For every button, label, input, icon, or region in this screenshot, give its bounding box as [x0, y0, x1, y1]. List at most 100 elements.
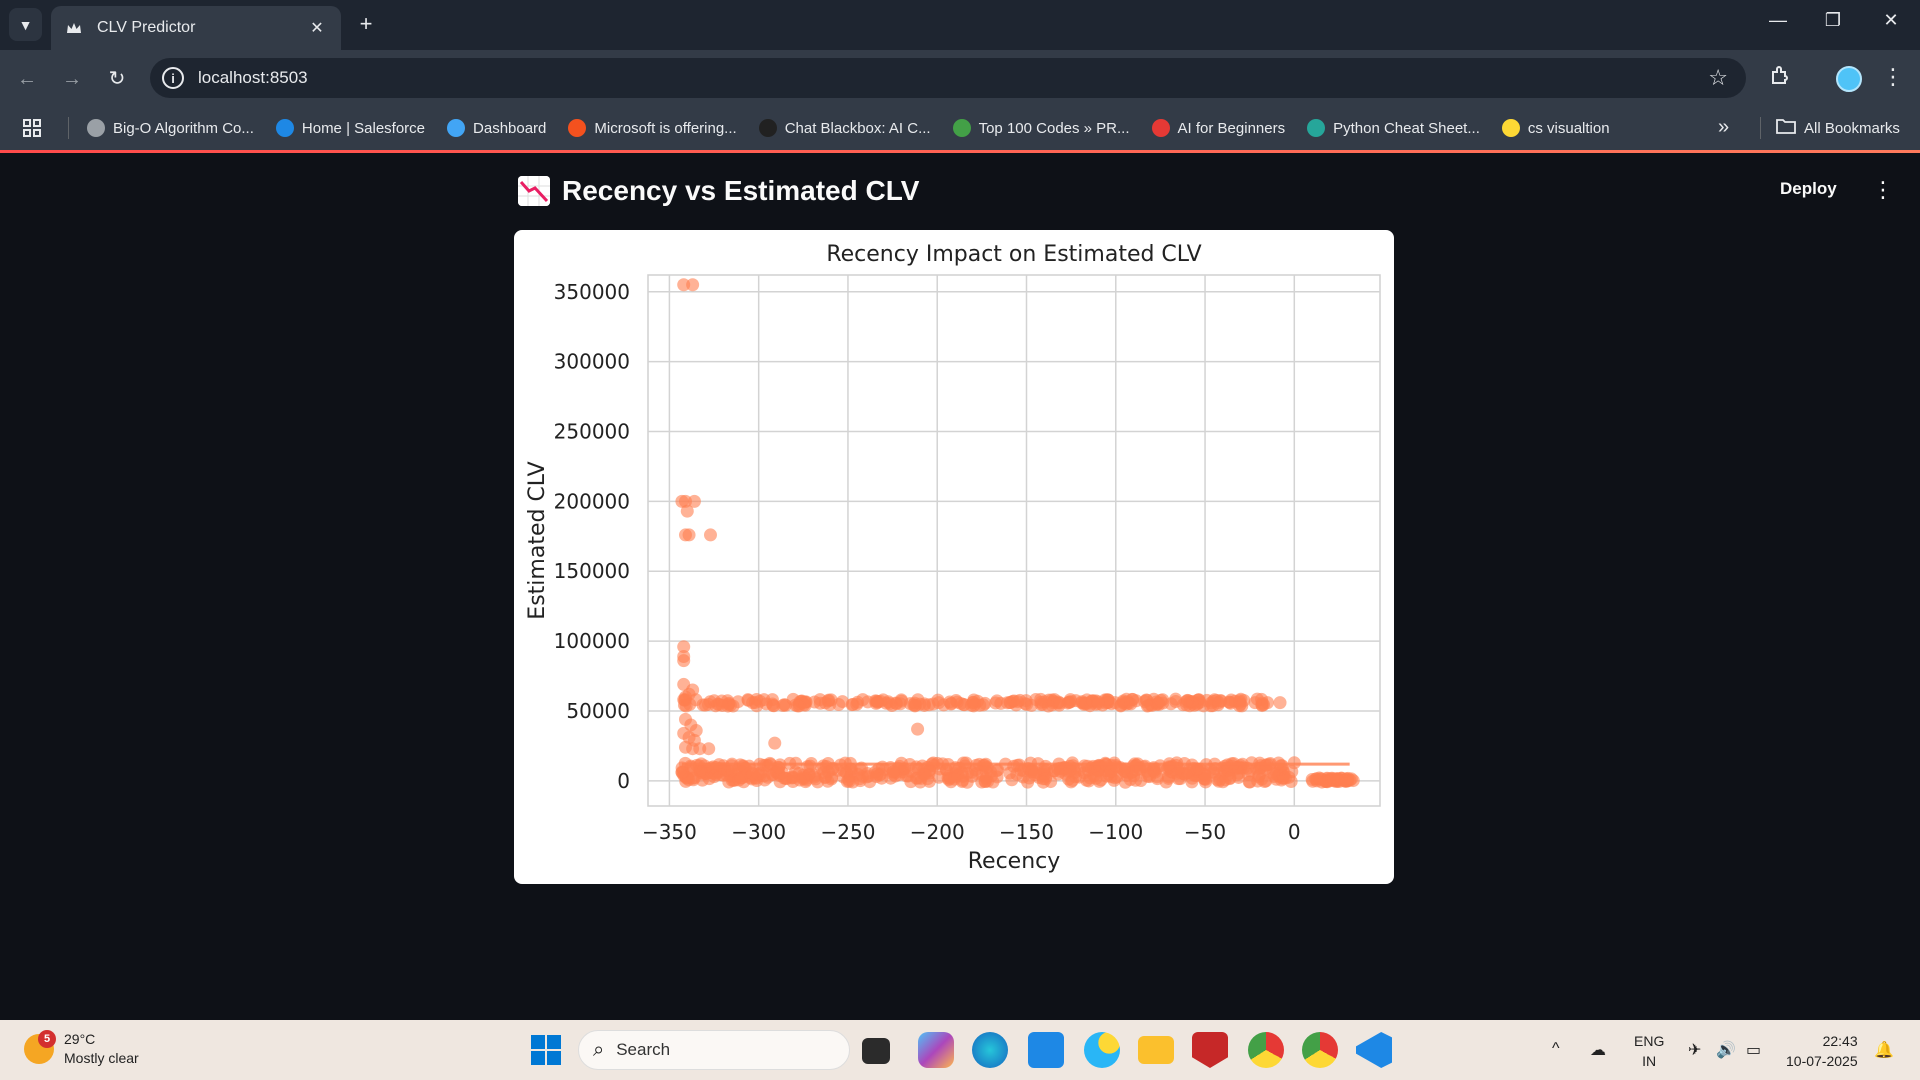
close-window-icon[interactable]: ✕ — [1883, 10, 1899, 30]
url-text[interactable]: localhost:8503 — [198, 68, 308, 87]
bookmark-label: Home | Salesforce — [301, 119, 426, 137]
scatter-point — [1186, 695, 1200, 709]
battery-icon[interactable]: ▭ — [1746, 1042, 1762, 1059]
tips-icon[interactable] — [1084, 1032, 1120, 1068]
vscode-icon[interactable] — [1356, 1032, 1392, 1068]
page-title-text: Recency vs Estimated CLV — [562, 175, 920, 206]
deploy-button[interactable]: Deploy — [1780, 179, 1837, 198]
new-tab-button[interactable]: + — [359, 11, 373, 36]
tab-clv-predictor[interactable]: CLV Predictor ✕ — [51, 6, 341, 50]
bookmark-star-icon[interactable]: ☆ — [1708, 65, 1728, 90]
minimize-icon[interactable]: — — [1769, 10, 1787, 30]
weather-widget[interactable]: 5 29°C Mostly clear — [24, 1030, 139, 1068]
scatter-point — [768, 736, 782, 750]
scatter-point — [932, 770, 946, 784]
scatter-point — [990, 770, 1004, 784]
forward-icon[interactable]: → — [62, 68, 82, 90]
weather-sun-icon: 5 — [24, 1030, 56, 1064]
chrome-profile-icon[interactable] — [1302, 1032, 1338, 1068]
scatter-point — [978, 696, 992, 710]
onedrive-icon[interactable]: ☁ — [1590, 1042, 1606, 1059]
app-main: Recency vs Estimated CLV Deploy ⋮ −350 −3… — [0, 153, 1920, 1020]
x-axis-label: Recency — [968, 849, 1061, 874]
bookmark-favicon-icon — [275, 119, 294, 137]
scatter-point — [702, 742, 716, 756]
bookmark-label: Big-O Algorithm Co... — [113, 119, 254, 137]
streamlit-crown-icon — [65, 19, 83, 37]
bookmark-item[interactable]: Top 100 Codes » PR... — [952, 119, 1130, 137]
show-hidden-icons[interactable]: ^ — [1552, 1040, 1560, 1057]
language-indicator[interactable]: ENG IN — [1634, 1033, 1665, 1069]
scatter-point — [1273, 696, 1287, 710]
scatter-point — [675, 766, 689, 780]
site-info-icon[interactable]: i — [162, 67, 184, 89]
task-view-icon[interactable] — [862, 1038, 890, 1064]
bookmark-item[interactable]: Microsoft is offering... — [568, 119, 737, 137]
bookmark-list: Big-O Algorithm Co... Home | Salesforce Da… — [87, 119, 1632, 137]
scatter-point — [915, 759, 929, 773]
chrome-icon[interactable] — [1248, 1032, 1284, 1068]
bookmark-item[interactable]: Big-O Algorithm Co... — [87, 119, 254, 137]
scatter-point — [947, 772, 961, 786]
chart-title: Recency Impact on Estimated CLV — [826, 242, 1201, 267]
bookmark-item[interactable]: AI for Beginners — [1151, 119, 1285, 137]
reload-icon[interactable]: ↻ — [108, 68, 126, 90]
bookmark-favicon-icon — [1307, 119, 1326, 137]
notifications-icon[interactable]: 🔔 — [1874, 1042, 1894, 1059]
all-bookmarks-button[interactable]: All Bookmarks — [1776, 118, 1900, 138]
main-menu-icon[interactable]: ⋮ — [1872, 177, 1894, 202]
edge-icon[interactable] — [972, 1032, 1008, 1068]
airplane-mode-icon[interactable]: ✈ — [1688, 1042, 1702, 1059]
bookmark-item[interactable]: Chat Blackbox: AI C... — [758, 119, 931, 137]
app-decoration-bar — [0, 150, 1920, 153]
plot-area — [647, 274, 1381, 807]
close-tab-icon[interactable]: ✕ — [310, 20, 324, 37]
scatter-point — [887, 765, 901, 779]
restore-icon[interactable]: ❐ — [1824, 10, 1842, 30]
store-icon[interactable] — [1028, 1032, 1064, 1068]
tab-search-button[interactable]: ▼ — [9, 8, 42, 41]
y-tick-label: 300000 — [554, 350, 630, 374]
bookmark-item[interactable]: Python Cheat Sheet... — [1307, 119, 1480, 137]
scatter-point — [1140, 693, 1154, 707]
more-bookmarks-icon[interactable]: » — [1718, 116, 1730, 138]
scatter-point — [1077, 766, 1091, 780]
scatter-point — [1233, 697, 1247, 711]
apps-grid-icon[interactable] — [22, 118, 42, 138]
x-tick-label: −50 — [1184, 820, 1226, 844]
scatter-point — [824, 693, 838, 707]
scatter-point — [701, 697, 715, 711]
chevron-down-icon: ▼ — [18, 16, 33, 33]
scatter-point — [850, 697, 864, 711]
scatter-point — [786, 771, 800, 785]
page-title: Recency vs Estimated CLV — [518, 175, 919, 207]
bookmarks-divider — [68, 117, 69, 139]
scatter-point — [932, 696, 946, 710]
mcafee-icon[interactable] — [1192, 1032, 1228, 1068]
scatter-point — [861, 695, 875, 709]
bookmark-item[interactable]: Home | Salesforce — [275, 119, 426, 137]
chrome-menu-icon[interactable]: ⋮ — [1882, 64, 1904, 89]
windows-start-icon[interactable] — [528, 1032, 564, 1068]
scatter-point — [1248, 696, 1262, 710]
y-axis-label: Estimated CLV — [525, 461, 550, 619]
scatter-point — [1252, 770, 1266, 784]
bookmark-item[interactable]: Dashboard — [447, 119, 546, 137]
taskbar-search[interactable]: ⌕ Search — [578, 1030, 850, 1070]
volume-icon[interactable]: 🔊 — [1716, 1042, 1736, 1059]
scatter-point — [678, 690, 692, 704]
y-tick-label: 350000 — [554, 280, 630, 304]
extensions-icon[interactable] — [1769, 64, 1791, 92]
scatter-point — [1037, 762, 1051, 776]
y-tick-label: 150000 — [554, 559, 630, 583]
scatter-point — [871, 695, 885, 709]
profile-avatar[interactable] — [1836, 66, 1862, 92]
bookmarks-bar: Big-O Algorithm Co... Home | Salesforce Da… — [0, 106, 1920, 150]
file-explorer-icon[interactable] — [1138, 1036, 1174, 1064]
system-clock[interactable]: 22:43 10-07-2025 — [1786, 1033, 1858, 1069]
copilot-icon[interactable] — [918, 1032, 954, 1068]
address-bar[interactable]: i localhost:8503 ☆ — [150, 58, 1746, 98]
scatter-point — [1034, 695, 1048, 709]
back-icon[interactable]: ← — [17, 68, 37, 90]
bookmark-item[interactable]: cs visualtion — [1501, 119, 1610, 137]
